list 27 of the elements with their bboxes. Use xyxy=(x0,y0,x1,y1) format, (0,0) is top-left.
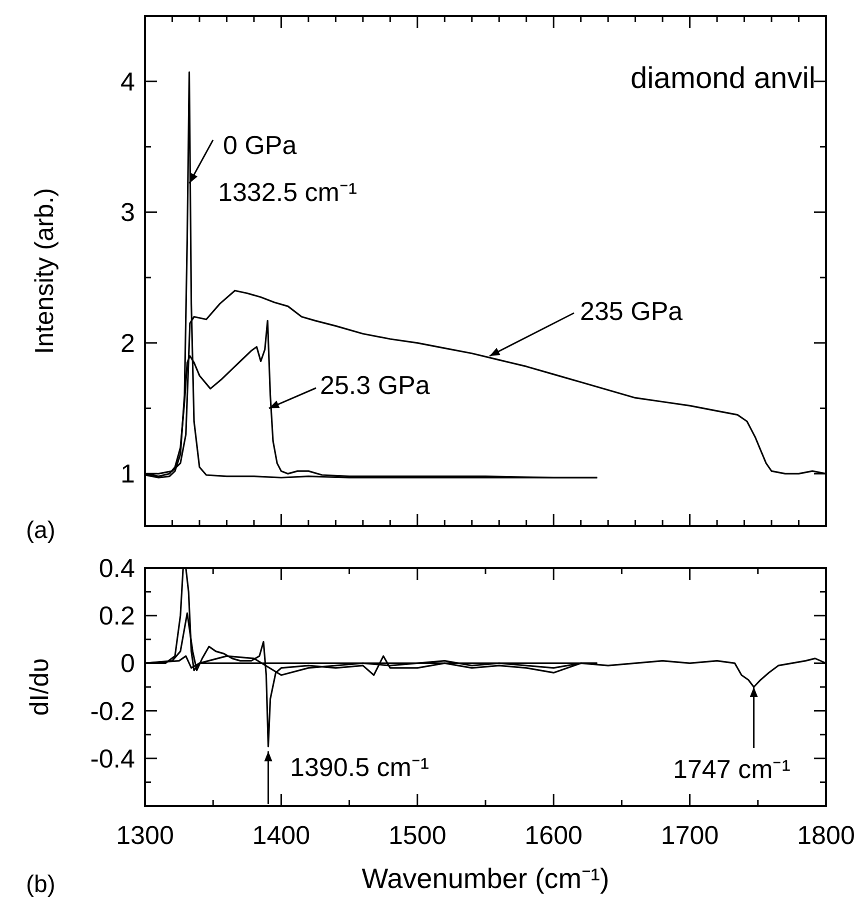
annotation: 0 GPa xyxy=(223,130,298,160)
text: (b) xyxy=(26,871,56,898)
x-tick-label: 1800 xyxy=(797,820,855,850)
x-axis-title: Wavenumber (cm⁻¹) xyxy=(362,863,610,894)
annotation: diamond anvil xyxy=(630,62,816,95)
y-tick-label: 0.2 xyxy=(98,600,135,631)
y-tick-label: -0.4 xyxy=(90,743,135,774)
y-axis-title: dI/dυ xyxy=(24,658,54,716)
y-axis-title: Intensity (arb.) xyxy=(29,188,59,354)
y-tick-label: 0.4 xyxy=(98,553,135,583)
x-tick-label: 1500 xyxy=(388,820,446,850)
y-tick-label: 0 xyxy=(120,648,135,678)
annotation: 1390.5 cm⁻¹ xyxy=(290,752,430,782)
x-tick-label: 1600 xyxy=(524,820,583,850)
y-tick-label: 3 xyxy=(120,197,135,228)
annotation: 1747 cm⁻¹ xyxy=(673,754,791,784)
y-tick-label: -0.2 xyxy=(90,696,135,726)
y-tick-label: 2 xyxy=(120,328,135,358)
y-tick-label: 4 xyxy=(120,66,135,96)
annotation: 25.3 GPa xyxy=(320,370,430,400)
x-tick-label: 1700 xyxy=(660,820,719,850)
x-tick-label: 1400 xyxy=(252,820,310,850)
annotation: 1332.5 cm⁻¹ xyxy=(218,177,358,207)
y-tick-label: 1 xyxy=(120,458,135,489)
text: (a) xyxy=(26,517,56,544)
x-tick-label: 1300 xyxy=(116,820,174,850)
annotation: 235 GPa xyxy=(580,296,684,326)
